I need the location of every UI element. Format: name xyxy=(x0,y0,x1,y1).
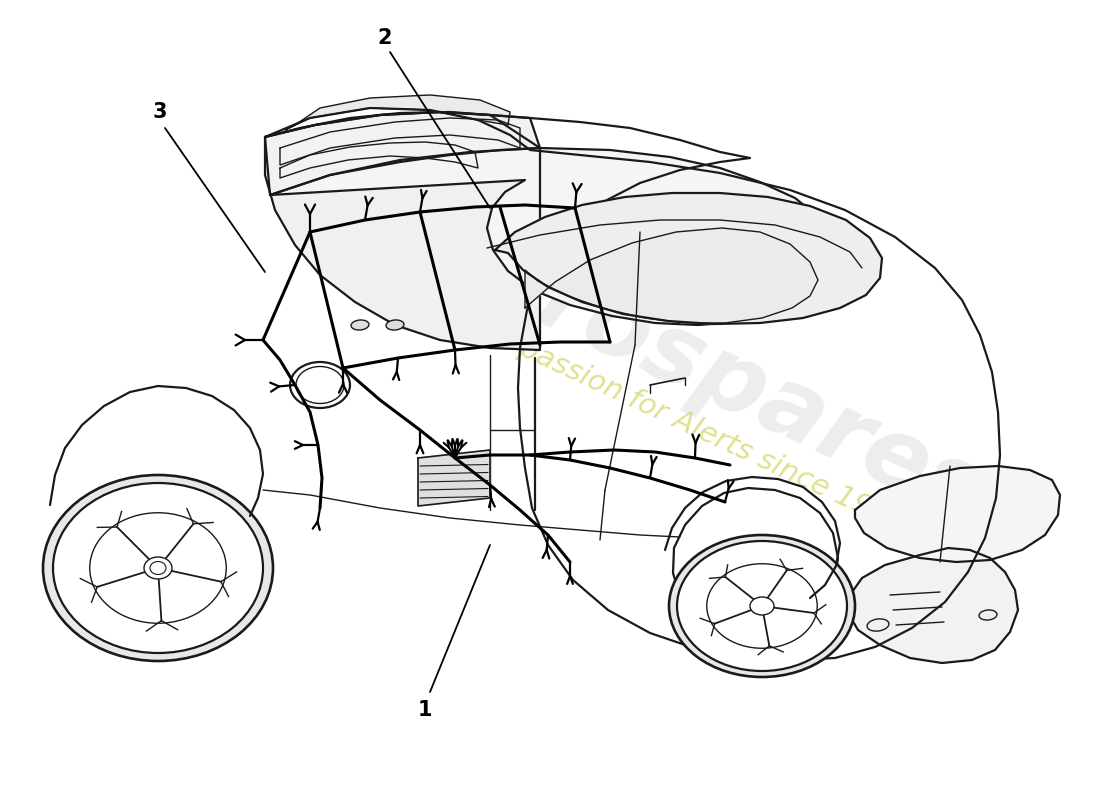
Ellipse shape xyxy=(386,320,404,330)
Ellipse shape xyxy=(979,610,997,620)
Ellipse shape xyxy=(867,619,889,631)
Ellipse shape xyxy=(676,541,847,671)
Polygon shape xyxy=(525,228,818,323)
Text: 3: 3 xyxy=(153,102,167,122)
Polygon shape xyxy=(418,450,490,506)
Polygon shape xyxy=(270,148,838,325)
Ellipse shape xyxy=(351,320,369,330)
Polygon shape xyxy=(848,548,1018,663)
Ellipse shape xyxy=(43,475,273,661)
Polygon shape xyxy=(265,112,540,195)
Ellipse shape xyxy=(53,483,263,653)
Ellipse shape xyxy=(669,535,855,677)
Text: 1: 1 xyxy=(418,700,432,720)
Polygon shape xyxy=(495,193,882,324)
Polygon shape xyxy=(265,112,540,350)
Text: a passion for Alerts since 1985: a passion for Alerts since 1985 xyxy=(491,322,910,538)
Ellipse shape xyxy=(144,557,172,579)
Text: 2: 2 xyxy=(377,28,393,48)
Ellipse shape xyxy=(750,597,774,615)
Ellipse shape xyxy=(290,362,350,408)
Polygon shape xyxy=(855,466,1060,562)
Text: eurospares: eurospares xyxy=(402,198,999,542)
Polygon shape xyxy=(285,95,510,130)
